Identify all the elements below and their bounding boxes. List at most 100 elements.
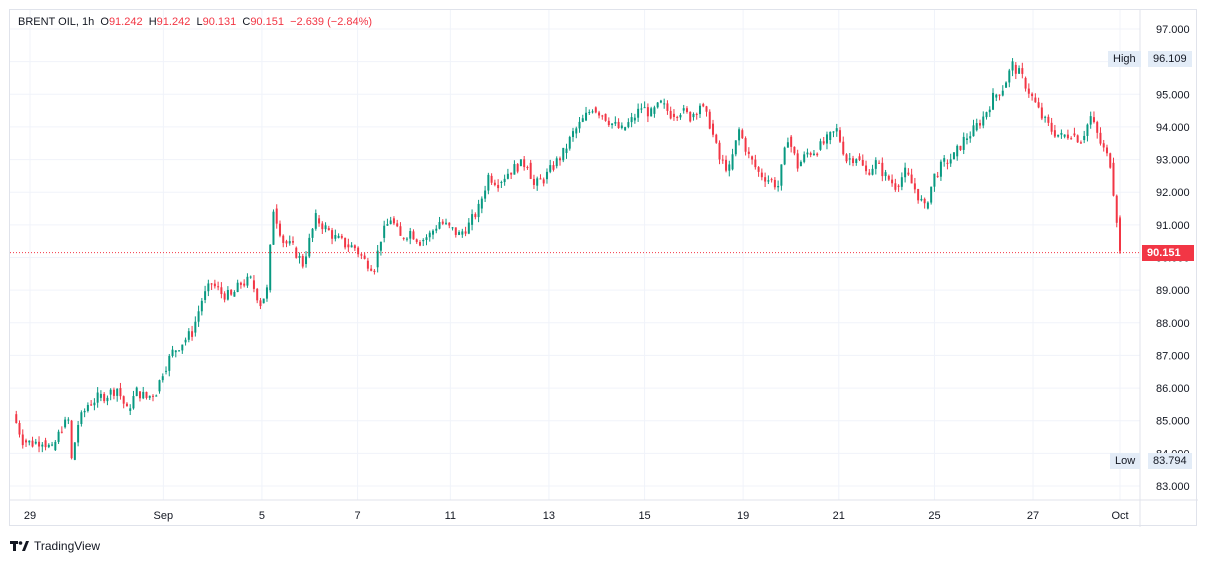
candle-body	[64, 419, 67, 428]
candle-body	[985, 112, 988, 118]
candle-body	[982, 116, 985, 126]
candle-body	[1050, 122, 1053, 132]
candle-body	[594, 107, 597, 113]
candle-body	[500, 182, 503, 184]
candle-body	[200, 300, 203, 312]
candle-body	[614, 121, 617, 124]
candle-body	[138, 391, 141, 399]
candle-body	[178, 350, 181, 352]
candle-body	[490, 175, 493, 183]
price-chart[interactable]: 83.00084.00085.00086.00087.00088.00089.0…	[10, 10, 1198, 527]
legend-open-value: 91.242	[108, 16, 143, 28]
candle-body	[565, 148, 568, 154]
candle-body	[337, 235, 340, 238]
candle-body	[168, 355, 171, 371]
candle-body	[83, 410, 86, 413]
candle-body	[1053, 130, 1056, 137]
candle-body	[1096, 122, 1099, 133]
candle-body	[946, 162, 949, 164]
candle-body	[308, 237, 311, 257]
candle-body	[275, 208, 278, 224]
legend-symbol: BRENT OIL	[18, 16, 76, 28]
candle-body	[708, 111, 711, 129]
candle-body	[409, 231, 412, 239]
candle-body	[1089, 116, 1092, 125]
candle-body	[1057, 134, 1060, 137]
x-tick-label: 27	[1027, 510, 1039, 522]
candle-body	[129, 408, 132, 411]
high-marker-value: 96.109	[1148, 51, 1192, 67]
candle-body	[480, 198, 483, 209]
candle-body	[845, 154, 848, 162]
candle-body	[819, 141, 822, 150]
candle-body	[292, 241, 295, 243]
candle-body	[70, 420, 73, 459]
candle-body	[790, 136, 793, 147]
candle-body	[1021, 68, 1024, 74]
candle-body	[809, 153, 812, 155]
candle-body	[506, 173, 509, 179]
y-tick-label: 86.000	[1156, 383, 1190, 395]
candle-body	[868, 172, 871, 175]
candle-body	[731, 154, 734, 170]
candle-body	[1076, 135, 1079, 143]
candle-body	[145, 391, 148, 398]
candle-body	[822, 141, 825, 144]
candle-body	[884, 172, 887, 177]
candle-body	[558, 158, 561, 161]
candle-body	[738, 129, 741, 141]
legend-high-value: 91.242	[156, 16, 191, 28]
candle-body	[897, 185, 900, 187]
candle-body	[226, 289, 229, 300]
candle-body	[112, 389, 115, 396]
y-tick-label: 89.000	[1156, 285, 1190, 297]
candle-body	[135, 387, 138, 397]
candle-body	[952, 152, 955, 160]
candle-body	[148, 395, 151, 398]
candle-body	[545, 171, 548, 180]
y-tick-label: 87.000	[1156, 350, 1190, 362]
candle-body	[956, 145, 959, 157]
brand[interactable]: TradingView	[10, 539, 100, 553]
candle-body	[923, 198, 926, 204]
candle-body	[1112, 162, 1115, 196]
candle-body	[344, 237, 347, 248]
candle-body	[80, 412, 83, 424]
candle-body	[659, 100, 662, 103]
candle-body	[643, 107, 646, 109]
candle-body	[1109, 153, 1112, 168]
candle-body	[1011, 61, 1014, 71]
legend-change: −2.639 (−2.84%)	[290, 16, 373, 28]
candle-body	[799, 161, 802, 167]
candle-body	[900, 177, 903, 187]
candle-body	[796, 153, 799, 169]
candle-body	[829, 131, 832, 140]
candle-body	[305, 256, 308, 265]
candle-body	[1047, 116, 1050, 123]
candle-body	[1014, 64, 1017, 74]
candle-body	[685, 108, 688, 112]
x-tick-label: 25	[928, 510, 940, 522]
candle-body	[887, 175, 890, 180]
candle-body	[519, 159, 522, 167]
candle-body	[38, 441, 41, 447]
candle-body	[988, 109, 991, 113]
candle-body	[184, 339, 187, 343]
candle-body	[786, 142, 789, 148]
candle-body	[1099, 132, 1102, 144]
candle-body	[881, 162, 884, 177]
candle-body	[588, 112, 591, 114]
candle-body	[239, 282, 242, 285]
candle-body	[1018, 68, 1021, 74]
candle-body	[767, 180, 770, 182]
candle-body	[54, 441, 57, 451]
candle-body	[25, 440, 28, 443]
candle-body	[747, 151, 750, 154]
chart-frame[interactable]: 83.00084.00085.00086.00087.00088.00089.0…	[9, 9, 1198, 527]
candle-body	[223, 293, 226, 300]
candle-body	[132, 396, 135, 409]
candle-body	[669, 110, 672, 119]
candle-body	[741, 130, 744, 139]
candle-body	[454, 227, 457, 235]
candle-body	[301, 256, 304, 267]
